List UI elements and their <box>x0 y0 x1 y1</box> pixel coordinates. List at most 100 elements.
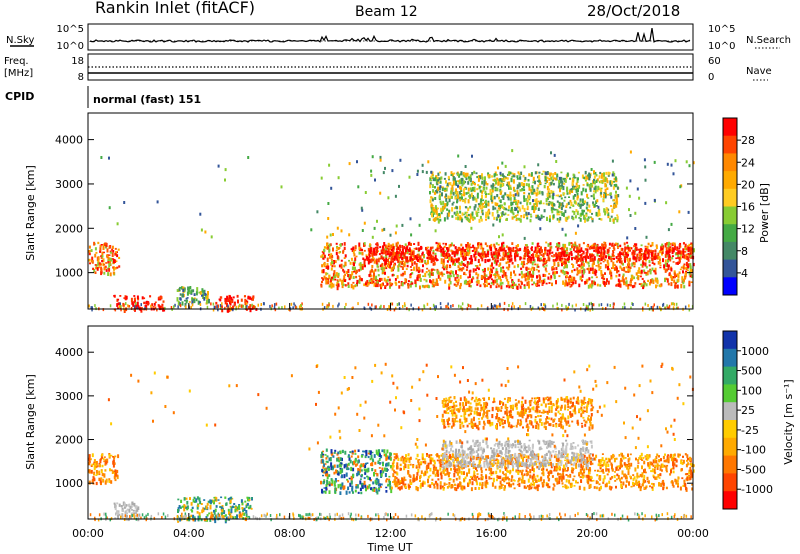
power-cell <box>221 302 223 306</box>
power-cell <box>504 249 507 253</box>
power-cell <box>380 267 383 270</box>
power-cell <box>416 256 418 260</box>
power-cell <box>457 180 460 182</box>
velocity-cell <box>114 469 117 472</box>
power-cell <box>656 277 659 280</box>
power-cell <box>568 279 571 282</box>
power-cell <box>101 259 104 263</box>
power-cell <box>176 297 179 302</box>
power-cell <box>326 257 329 262</box>
power-cell <box>431 285 434 288</box>
power-cell <box>487 211 489 216</box>
velocity-cell <box>379 486 382 488</box>
power-cell <box>323 254 326 259</box>
power-cell <box>499 171 502 175</box>
power-cell <box>445 193 448 198</box>
power-cell <box>508 285 511 289</box>
power-cell <box>136 295 139 299</box>
power-cell <box>618 257 620 262</box>
power-cell <box>572 187 575 191</box>
power-cell <box>393 263 396 267</box>
power-cell <box>464 188 467 190</box>
velocity-cell <box>125 510 128 515</box>
power-cell <box>476 192 479 195</box>
power-cell <box>593 249 596 252</box>
velocity-cell <box>192 514 195 519</box>
power-cell <box>553 275 556 278</box>
velocity-cell <box>114 506 117 511</box>
power-cell <box>492 223 495 227</box>
power-cell <box>667 250 670 254</box>
power-cell <box>531 261 534 266</box>
power-cell <box>620 279 623 283</box>
power-cell <box>485 214 487 218</box>
power-cell <box>454 277 457 281</box>
power-cell <box>575 303 577 307</box>
power-cell <box>520 270 523 275</box>
velocity-cell <box>321 459 324 464</box>
velocity-cell <box>214 499 217 501</box>
power-cell <box>477 177 480 182</box>
power-cell <box>546 185 549 191</box>
power-cell <box>337 276 340 279</box>
power-cell <box>341 285 344 289</box>
power-cell <box>533 199 536 202</box>
power-cell <box>214 305 217 309</box>
power-cell <box>326 304 328 308</box>
power-cell <box>578 203 581 207</box>
power-cell <box>517 244 519 248</box>
power-cell <box>158 305 161 309</box>
power-cell <box>485 279 488 284</box>
power-cell <box>520 280 523 283</box>
power-cell <box>652 305 654 309</box>
power-cell <box>640 244 643 247</box>
power-cell <box>410 273 412 275</box>
velocity-cell <box>500 483 503 488</box>
power-cell <box>429 199 432 204</box>
power-cell <box>599 187 601 191</box>
power-cell <box>644 251 647 255</box>
velocity-cell <box>243 512 246 516</box>
power-cell <box>461 218 464 221</box>
power-cell <box>457 268 460 271</box>
power-cell <box>116 222 119 226</box>
power-cell <box>513 283 516 287</box>
power-cell <box>336 282 339 286</box>
velocity-cell <box>228 511 230 515</box>
power-cell <box>570 242 573 245</box>
power-cell <box>457 257 460 261</box>
power-cell <box>584 219 586 223</box>
power-cell <box>477 258 480 263</box>
power-cell <box>469 197 471 199</box>
velocity-cell <box>102 478 105 483</box>
power-cell <box>491 255 494 258</box>
power-cell <box>407 259 410 263</box>
power-cell <box>193 297 196 300</box>
power-cell <box>112 271 115 275</box>
velocity-cell <box>359 487 362 491</box>
power-cell <box>496 259 499 263</box>
power-cell <box>473 186 476 191</box>
power-cell <box>673 242 676 247</box>
power-cell <box>446 260 449 263</box>
power-cell <box>386 278 389 282</box>
power-cell <box>137 305 140 309</box>
power-cell <box>534 171 537 175</box>
power-cell <box>360 278 363 282</box>
power-cell <box>474 265 477 267</box>
power-cell <box>413 266 415 271</box>
power-cell <box>591 281 594 286</box>
velocity-cell <box>323 490 325 493</box>
power-cell <box>669 242 672 246</box>
power-cell <box>564 264 567 269</box>
power-cell <box>688 304 690 308</box>
power-cell <box>546 216 548 221</box>
power-cell <box>447 253 449 257</box>
power-cell <box>353 262 355 267</box>
power-cell <box>376 242 379 247</box>
power-cell <box>595 248 598 253</box>
power-cell <box>507 258 509 261</box>
power-cell <box>465 279 467 284</box>
power-cell <box>358 263 361 266</box>
power-cell <box>686 269 689 272</box>
